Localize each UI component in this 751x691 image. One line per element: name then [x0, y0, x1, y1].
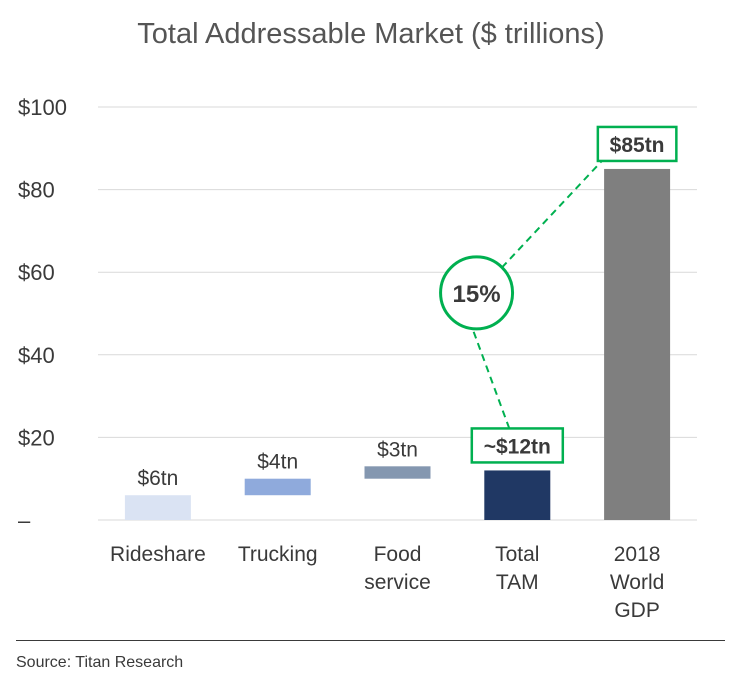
label-box: [596, 125, 678, 163]
category-label: Food: [374, 543, 422, 566]
source-note: Source: Titan Research: [16, 654, 184, 671]
percent-circle: [439, 255, 515, 331]
data-label: $3tn: [377, 438, 418, 461]
category-label: World: [610, 571, 664, 594]
chart: Total Addressable Market ($ trillions) –…: [18, 18, 697, 622]
bar: [124, 495, 191, 520]
connector: 15%: [439, 160, 603, 429]
footer-rule: [16, 640, 725, 641]
bar: [484, 470, 551, 520]
y-tick-label: $80: [18, 178, 55, 203]
percent-label: 15%: [453, 281, 501, 308]
category-label: GDP: [614, 599, 660, 622]
data-label: ~$12tn: [484, 435, 551, 458]
connector-line: [501, 160, 603, 269]
y-tick-label: $60: [18, 260, 55, 285]
bars: [124, 168, 671, 520]
y-tick-label: $20: [18, 425, 55, 450]
category-label: Rideshare: [110, 543, 206, 566]
y-tick-label: $100: [18, 95, 67, 120]
category-label: Trucking: [238, 543, 318, 566]
data-label: $85tn: [610, 134, 665, 157]
data-labels: $6tn $4tn $3tn ~$12tn $85tn: [137, 125, 678, 490]
label-box: [470, 427, 565, 464]
bar: [604, 168, 671, 520]
y-tick-label: $40: [18, 343, 55, 368]
grid-lines: [98, 106, 697, 521]
bar: [364, 466, 431, 479]
data-label: $4tn: [257, 451, 298, 474]
connector-line: [471, 328, 511, 429]
data-label: $6tn: [137, 467, 178, 490]
category-label: service: [364, 571, 431, 594]
y-tick-label: –: [18, 508, 31, 533]
category-label: TAM: [496, 571, 539, 594]
y-axis: – $20 $40 $60 $80 $100: [18, 95, 67, 533]
category-label: 2018: [614, 543, 661, 566]
bar: [244, 478, 311, 496]
chart-title: Total Addressable Market ($ trillions): [137, 18, 604, 50]
x-axis: Rideshare Trucking Food service Total TAM 2018…: [110, 543, 664, 622]
category-label: Total: [495, 543, 539, 566]
